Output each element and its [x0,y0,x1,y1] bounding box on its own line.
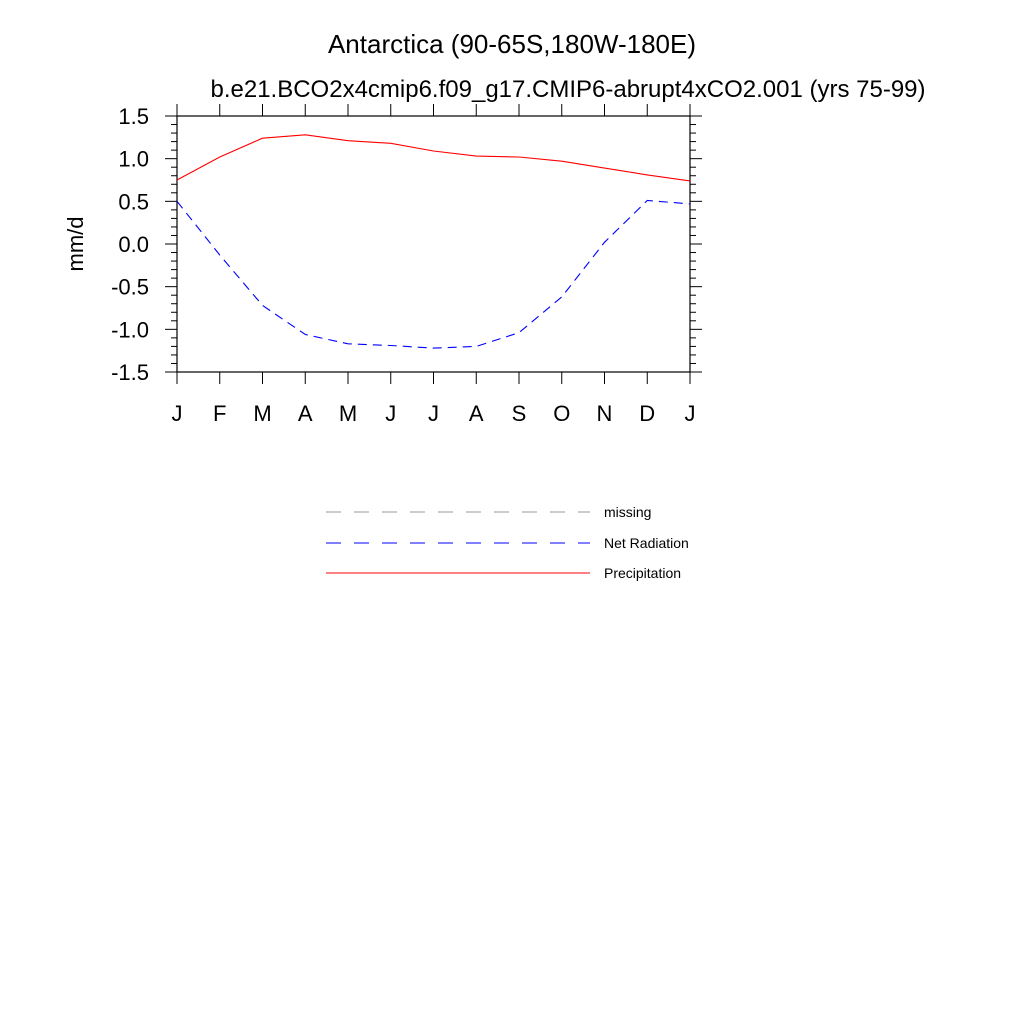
x-tick-label: O [553,401,570,426]
x-tick-label: M [339,401,357,426]
legend-label: Precipitation [604,565,681,581]
y-tick-label: 1.0 [118,147,149,172]
chart-subtitle: b.e21.BCO2x4cmip6.f09_g17.CMIP6-abrupt4x… [210,76,925,103]
series-line-precipitation [176,134,691,182]
y-tick-label: 0.5 [118,189,149,214]
y-tick-labels: 1.5 1.0 0.5 0.0 -0.5 -1.0 -1.5 [111,104,149,385]
x-tick-label: J [685,401,696,426]
x-tick-label: J [172,401,183,426]
legend-label: missing [604,504,651,520]
x-tick-label: D [639,401,655,426]
y-tick-label: 0.0 [118,232,149,257]
y-tick-label: -1.5 [111,360,149,385]
series-lines [176,134,691,349]
plot-frame [176,115,691,373]
chart-title: Antarctica (90-65S,180W-180E) [328,29,696,59]
x-tick-label: S [512,401,527,426]
y-tick-label: -1.0 [111,317,149,342]
series-line-net-radiation [176,199,691,349]
x-tick-label: A [469,401,484,426]
y-axis-label: mm/d [63,217,88,272]
axis-ticks [165,104,702,384]
legend: missing Net Radiation Precipitation [326,504,689,581]
x-tick-label: J [428,401,439,426]
x-tick-label: A [298,401,313,426]
y-tick-label: -0.5 [111,275,149,300]
x-tick-label: F [213,401,226,426]
legend-label: Net Radiation [604,535,689,551]
x-tick-label: M [253,401,271,426]
x-tick-label: N [597,401,613,426]
y-tick-label: 1.5 [118,104,149,129]
x-tick-label: J [385,401,396,426]
